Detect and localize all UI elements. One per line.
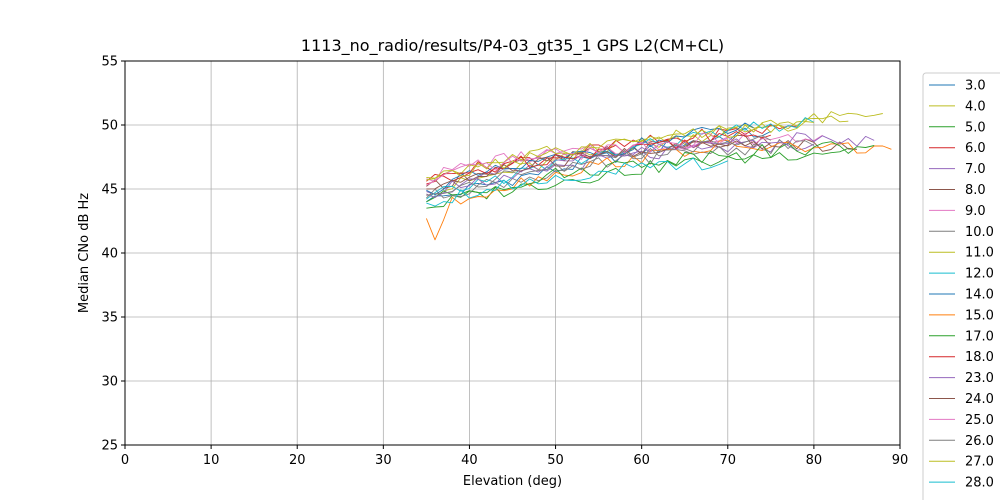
series-line-26.0 [426,135,772,196]
y-axis-label: Median CNo dB Hz [77,193,92,313]
series-line-15.0 [425,139,892,241]
y-tick-label: 25 [101,439,118,454]
series-layer [425,111,892,241]
grid [124,60,901,446]
x-tick-label: 60 [633,453,650,468]
y-tick-label: 50 [101,119,118,134]
legend-label: 24.0 [965,392,994,407]
legend-label: 14.0 [965,288,994,303]
legend-frame [922,72,1000,500]
legend-label: 9.0 [965,204,986,219]
chart-title: 1113_no_radio/results/P4-03_gt35_1 GPS L… [301,36,724,56]
legend-label: 25.0 [965,413,994,428]
legend-label: 17.0 [965,329,994,344]
legend-label: 26.0 [965,434,994,449]
y-tick-label: 40 [101,247,118,262]
series-line-23.0 [426,132,875,198]
legend-label: 5.0 [965,120,986,135]
series-line-14.0 [426,122,754,196]
legend-label: 15.0 [965,308,994,323]
legend-label: 11.0 [965,246,994,261]
x-tick-label: 80 [806,453,823,468]
legend-label: 6.0 [965,141,986,156]
series-line-17.0 [426,141,875,203]
x-axis: 0 10 20 30 40 50 60 70 80 90 [121,445,908,468]
legend-label: 10.0 [965,225,994,240]
legend: 3.0 4.0 5.0 6.0 7.0 8.0 9.0 10.0 11.0 12.0 14.0 15.… [922,72,1000,500]
legend-label: 28.0 [965,476,994,491]
x-tick-label: 10 [203,453,220,468]
x-tick-label: 50 [547,453,564,468]
legend-label: 7.0 [965,162,986,177]
legend-label: 3.0 [965,79,986,94]
series-line-18.0 [426,131,771,185]
y-tick-label: 45 [101,183,118,198]
legend-label: 27.0 [965,455,994,470]
y-tick-label: 35 [101,311,118,326]
series-line-10.0 [426,139,815,199]
x-axis-label: Elevation (deg) [463,474,562,489]
series-line-27.0 [426,119,814,181]
x-tick-label: 0 [121,453,129,468]
series-line-4.0 [426,111,883,199]
x-tick-label: 30 [375,453,392,468]
x-tick-label: 40 [461,453,478,468]
legend-label: 23.0 [965,371,994,386]
x-tick-label: 70 [720,453,737,468]
y-tick-label: 30 [101,375,118,390]
legend-label: 12.0 [965,267,994,282]
legend-label: 8.0 [965,183,986,198]
series-line-28.0 [426,157,728,207]
x-tick-label: 20 [289,453,306,468]
y-axis: 25 30 35 40 45 50 55 [101,55,125,454]
y-tick-label: 55 [101,55,118,70]
legend-label: 4.0 [965,99,986,114]
x-tick-label: 90 [892,453,909,468]
legend-label: 18.0 [965,350,994,365]
